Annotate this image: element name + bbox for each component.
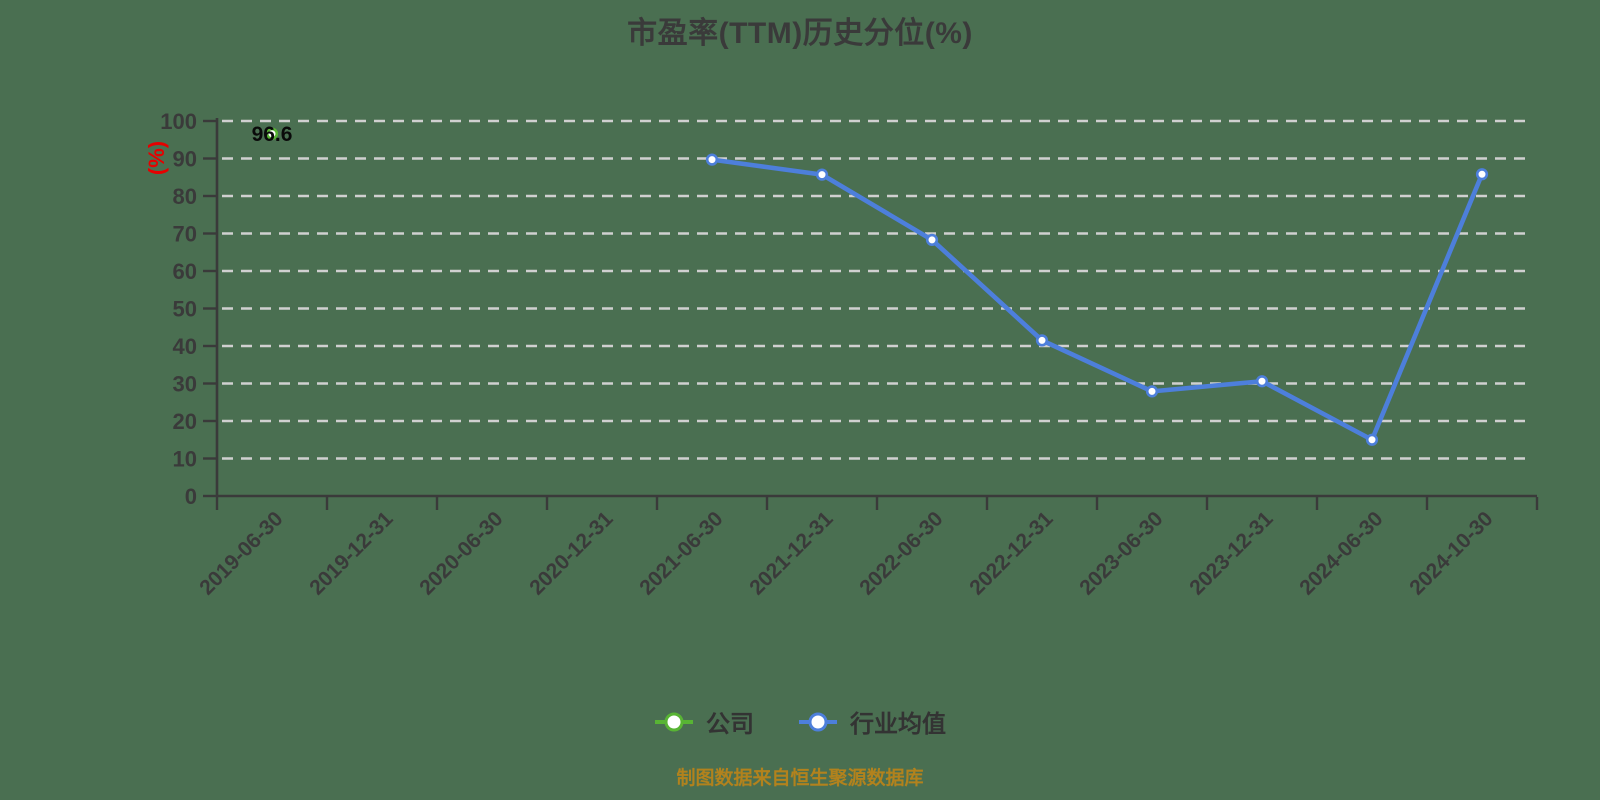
data-point[interactable]: [705, 153, 719, 166]
x-tick-label: 2021-06-30: [635, 507, 727, 599]
x-tick-label: 2020-12-31: [525, 507, 617, 599]
x-tick-label: 2021-12-31: [745, 507, 837, 599]
x-tick-label: 2022-12-31: [965, 507, 1057, 599]
legend-label-company: 公司: [706, 711, 754, 738]
x-tick-label: 2023-06-30: [1075, 507, 1167, 599]
legend: 公司 行业均值: [0, 704, 1600, 739]
x-tick-label: 2024-06-30: [1295, 507, 1387, 599]
chart-title: 市盈率(TTM)历史分位(%): [627, 17, 973, 50]
data-point[interactable]: [1255, 375, 1269, 388]
series-line: [709, 157, 1485, 443]
data-point[interactable]: [815, 168, 829, 181]
legend-item-company[interactable]: 公司: [654, 704, 754, 739]
x-tick-label: 2024-10-30: [1405, 507, 1497, 599]
x-tick-label: 2019-06-30: [195, 507, 287, 599]
y-tick-label: 70: [173, 222, 197, 247]
y-tick-label: 50: [173, 297, 197, 322]
x-tick-label: 2019-12-31: [305, 507, 397, 599]
data-source-note: 制图数据来自恒生聚源数据库: [676, 768, 924, 789]
data-point[interactable]: [1475, 168, 1489, 181]
line-series-marker-icon: [655, 712, 693, 731]
y-tick-label: 60: [173, 259, 197, 284]
y-tick-label: 80: [173, 184, 197, 209]
data-point[interactable]: [925, 233, 939, 246]
x-tick-label: 2023-12-31: [1185, 507, 1277, 599]
x-tick-label: 2020-06-30: [415, 507, 507, 599]
y-tick-label: 40: [173, 334, 197, 359]
data-point[interactable]: [1145, 385, 1159, 398]
data-point-value-label: 96.6: [252, 123, 293, 146]
y-axis-unit-label: (%): [144, 141, 169, 175]
x-tick-label: 2022-06-30: [855, 507, 947, 599]
y-tick-label: 100: [160, 109, 197, 134]
y-tick-label: 90: [173, 147, 197, 172]
legend-label-industry-average: 行业均值: [850, 711, 946, 738]
line-series-marker-icon: [799, 712, 837, 731]
data-point[interactable]: [1035, 334, 1049, 347]
legend-item-industry-average[interactable]: 行业均值: [798, 704, 946, 739]
y-tick-label: 10: [173, 447, 197, 472]
y-tick-label: 20: [173, 409, 197, 434]
y-tick-label: 0: [185, 484, 197, 509]
y-tick-label: 30: [173, 372, 197, 397]
data-point[interactable]: [265, 127, 279, 140]
data-point[interactable]: [1365, 433, 1379, 446]
